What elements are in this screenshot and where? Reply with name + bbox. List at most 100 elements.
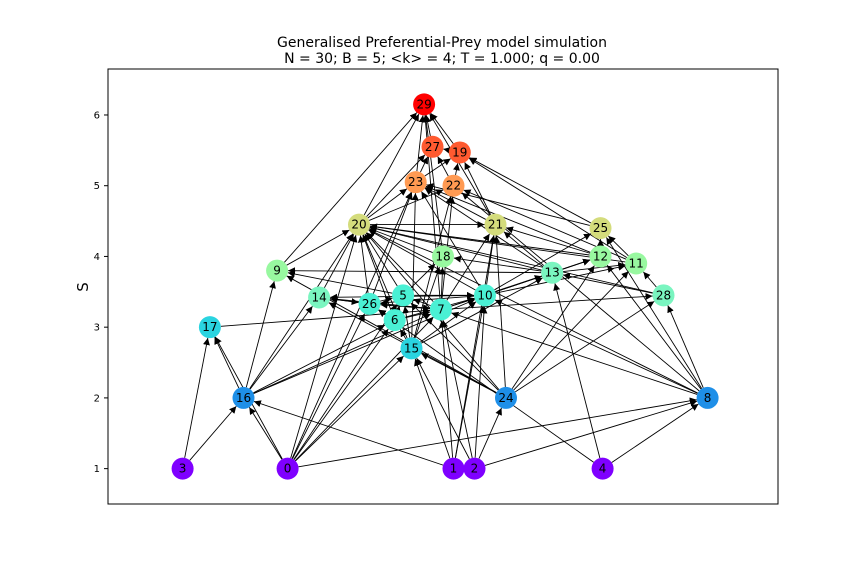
node-1: 1 [442,457,465,480]
edge-6-to-7 [405,310,431,319]
y-tick-label: 2 [94,393,100,404]
node-circle [474,284,496,307]
node-circle [266,259,289,282]
edge-22-to-19 [453,163,460,175]
chart-title-line1: Generalised Preferential-Prey model simu… [277,35,607,51]
edge-2-to-15 [416,357,470,460]
node-circle [429,298,452,321]
edge-4-to-13 [553,283,601,459]
y-tick-label: 1 [94,464,100,475]
node-circle [392,284,415,307]
edge-8-to-20 [368,229,698,394]
y-tick-label: 6 [94,110,100,121]
node-circle [358,292,381,315]
node-24: 24 [495,386,517,409]
y-axis-ticks: 1 2 3 4 5 6 [94,110,108,475]
node-circle [589,217,612,240]
edge-15-to-5 [402,306,411,338]
plot-area [107,68,779,505]
node-label: 29 [416,97,431,111]
node-label: 27 [425,140,440,154]
edge-15-to-13 [420,277,543,344]
edge-13-to-12 [562,258,591,270]
edge-19-to-29 [430,112,454,144]
node-circle [348,213,370,236]
node-circle [442,457,465,480]
edge-7-to-28 [451,292,653,310]
edge-24-to-5 [410,302,499,391]
edge-24-to-28 [514,300,655,393]
node-label: 2 [471,462,479,476]
edge-4-to-26 [378,309,594,463]
node-circle [495,386,517,409]
node-label: 1 [450,462,458,476]
edge-0-to-6 [293,328,389,460]
edge-20-to-23 [367,188,408,219]
edge-16-to-17 [214,336,240,389]
edge-2-to-24 [478,407,502,459]
node-21: 21 [484,213,507,236]
edge-10-to-13 [495,275,542,293]
edge-7-to-20 [366,232,434,302]
edge-2-to-8 [484,399,698,466]
node-6: 6 [383,309,406,332]
node-28: 28 [652,284,675,307]
edge-3-to-16 [189,405,237,461]
edge-6-to-26 [378,309,387,317]
node-label: 9 [273,264,281,278]
edge-26-to-20 [357,235,369,293]
node-16: 16 [232,386,255,409]
node-circle [171,457,194,480]
node-circle [589,245,612,268]
node-circle [198,316,221,339]
node-14: 14 [308,286,331,309]
y-tick-label: 4 [94,252,100,263]
node-23: 23 [404,171,427,194]
edge-14-to-20 [323,234,355,289]
node-2: 2 [463,457,486,480]
edge-8-to-28 [667,305,704,388]
y-tick-label: 5 [94,181,100,192]
edge-24-to-11 [513,271,629,391]
node-18: 18 [432,245,454,268]
edge-8-to-25 [605,237,703,389]
node-circle [276,457,299,480]
edge-12-to-23 [425,185,591,253]
edge-7-to-18 [438,267,446,299]
edge-15-to-18 [414,266,441,339]
node-circle [400,337,423,360]
edge-23-to-27 [420,156,429,173]
edge-0-to-20 [290,235,358,459]
node-13: 13 [541,261,564,284]
node-9: 9 [266,259,289,282]
edge-5-to-9 [287,270,393,294]
edge-13-to-9 [288,267,542,275]
edge-10-to-23 [421,191,480,287]
edge-13-to-18 [453,255,542,272]
node-circle [421,135,444,158]
node-29: 29 [413,93,436,116]
node-circle [463,457,486,480]
edge-19-to-27 [443,147,451,154]
node-20: 20 [348,213,370,236]
node-label: 28 [656,288,671,302]
edge-0-to-5 [293,304,398,460]
edge-0-to-16 [248,406,283,460]
chart-title-line2: N = 30; B = 5; <k> = 4; T = 1.000; q = 0… [284,51,600,67]
edge-22-to-27 [437,156,449,177]
edge-23-to-29 [416,115,426,172]
node-circle [383,309,406,332]
node-label: 17 [202,320,217,334]
edge-21-to-19 [464,162,492,215]
edge-27-to-29 [424,115,432,137]
edge-2-to-7 [441,320,473,458]
node-label: 5 [399,288,407,302]
node-label: 4 [599,462,607,476]
node-8: 8 [696,386,719,409]
edge-28-to-11 [643,271,657,288]
node-19: 19 [448,141,471,164]
edge-25-to-19 [469,157,592,224]
node-circle [696,386,719,409]
